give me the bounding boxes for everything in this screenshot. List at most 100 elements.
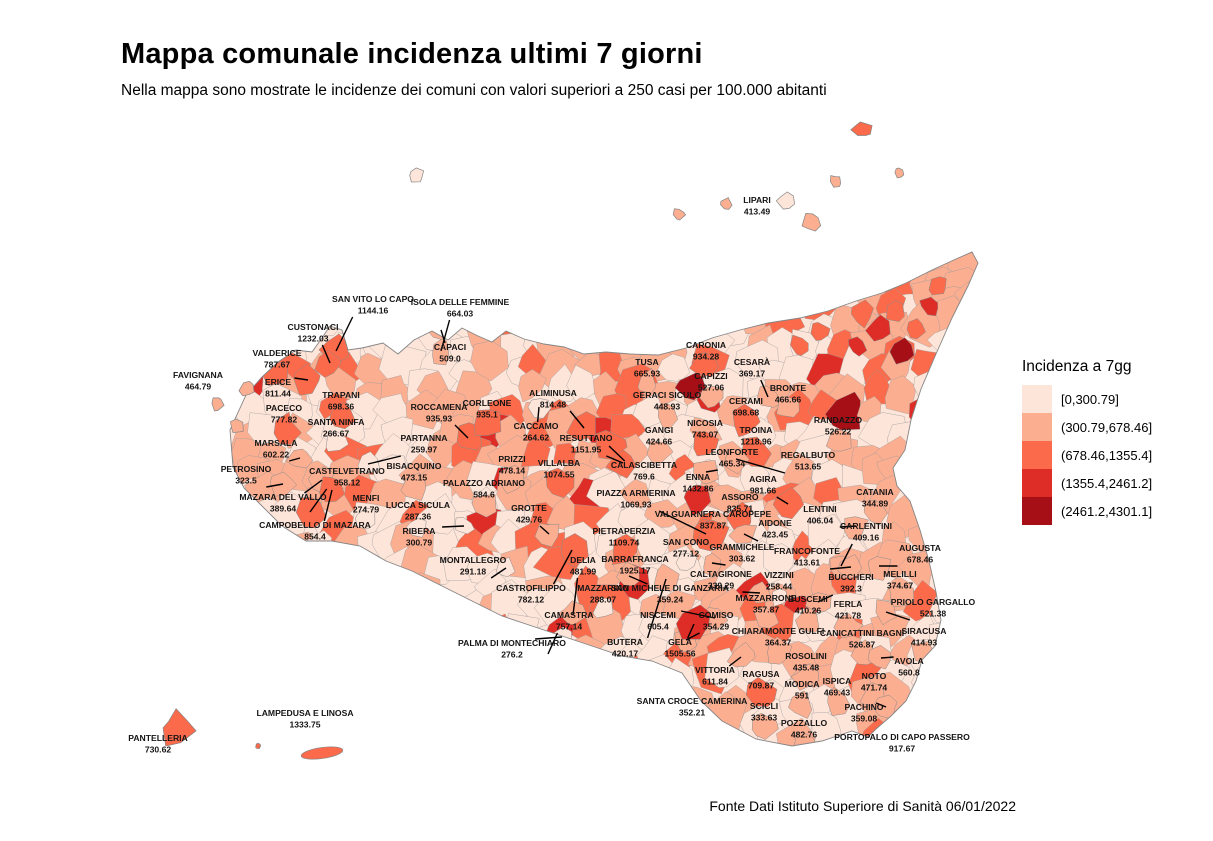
municipality-label: BUSCEMI 410.26: [788, 594, 828, 616]
municipality-label: RAGUSA 709.87: [742, 669, 779, 691]
municipality-label: PORTOPALO DI CAPO PASSERO 917.67: [834, 732, 970, 754]
municipality-label: BUTERA 420.17: [607, 637, 643, 659]
municipality-label: BUCCHERI 392.3: [828, 572, 873, 594]
municipality-label: MELILLI 374.67: [883, 569, 916, 591]
municipality-label: ROSOLINI 435.48: [785, 651, 827, 673]
municipality-label: BISACQUINO 473.15: [387, 461, 442, 483]
municipality-label: CACCAMO 264.62: [514, 421, 559, 443]
municipality-label: GERACI SICULO 448.93: [633, 390, 702, 412]
legend: Incidenza a 7gg [0,300.79] (300.79,678.46…: [1022, 358, 1152, 525]
municipality-labels: LIPARI 413.49 SAN VITO LO CAPO 1144.16ISOLA…: [128, 195, 975, 755]
municipality-label: CALASCIBETTA 769.6: [611, 460, 677, 482]
municipality-label: CATANIA 344.89: [856, 487, 893, 509]
municipality-label: ASSORO 835.71: [721, 492, 759, 514]
municipality-label: TRAPANI 698.36: [322, 390, 360, 412]
municipality-label: MAZZARINO 288.07: [577, 583, 629, 605]
legend-class-label: (300.79,678.46]: [1061, 419, 1153, 435]
legend-item: [0,300.79]: [1022, 385, 1152, 413]
municipality-label: FRANCOFONTE 413.61: [774, 546, 840, 568]
municipality-label: CORLEONE 935.1: [463, 398, 512, 420]
page-title: Mappa comunale incidenza ultimi 7 giorni: [121, 38, 703, 70]
municipality-label: CUSTONACI 1232.03: [288, 322, 339, 344]
source-note: Fonte Dati Istituto Superiore di Sanità …: [709, 798, 1016, 814]
municipality-label: GROTTE 429.76: [511, 503, 547, 525]
municipality-label: VITTORIA 611.84: [695, 665, 735, 687]
municipality-label: SANTA NINFA 266.67: [308, 417, 365, 439]
municipality-label: GANGI 424.66: [645, 425, 673, 447]
legend-swatch: [1022, 441, 1052, 469]
legend-swatch: [1022, 385, 1052, 413]
municipality-label: MONTALLEGRO 291.18: [440, 555, 507, 577]
leader-lines: [266, 316, 911, 708]
municipality-label: VALGUARNERA CAROPEPE 837.87: [655, 509, 772, 531]
municipality-label: REGALBUTO 513.65: [781, 450, 836, 472]
municipality-label: GELA 1505.56: [664, 637, 695, 659]
legend-class-label: (2461.2,4301.1]: [1061, 503, 1153, 519]
legend-swatch: [1022, 413, 1052, 441]
municipality-label: ISPICA 469.43: [823, 676, 852, 698]
municipality-label: BARRAFRANCA 1925.17: [601, 554, 668, 576]
municipality-label: LENTINI 406.04: [803, 504, 836, 526]
municipality-label: LEONFORTE 465.34: [706, 447, 759, 469]
legend-item: (1355.4,2461.2]: [1022, 469, 1152, 497]
municipality-label: NISCEMI 605.4: [640, 610, 676, 632]
municipality-label: RIBERA 300.79: [403, 526, 436, 548]
municipality-label: PANTELLERIA 730.62: [128, 733, 188, 755]
municipality-label: RANDAZZO 526.22: [814, 415, 863, 437]
municipality-label: TUSA 665.93: [634, 357, 661, 379]
municipality-label: COMISO 354.29: [699, 610, 734, 632]
page-subtitle: Nella mappa sono mostrate le incidenze d…: [121, 82, 827, 99]
municipality-label: ALIMINUSA 814.48: [529, 388, 577, 410]
legend-item: (300.79,678.46]: [1022, 413, 1152, 441]
municipality-label: PALMA DI MONTECHIARO 276.2: [458, 638, 566, 660]
legend-item: (678.46,1355.4]: [1022, 441, 1152, 469]
municipality-label: FAVIGNANA 464.79: [173, 370, 223, 392]
municipality-label: AIDONE 423.45: [758, 518, 792, 540]
municipality-label: SIRACUSA 414.93: [902, 626, 947, 648]
municipality-label: PARTANNA 259.97: [401, 433, 448, 455]
municipality-label: LAMPEDUSA E LINOSA 1333.75: [256, 708, 353, 730]
municipality-label: MENFI 274.79: [353, 493, 380, 515]
municipality-label: BRONTE 466.66: [770, 383, 807, 405]
legend-title: Incidenza a 7gg: [1022, 358, 1132, 375]
municipality-label: AUGUSTA 678.46: [899, 543, 941, 565]
municipality-label: ENNA 1432.86: [682, 472, 713, 494]
municipality-label: TROINA 1218.96: [740, 425, 773, 447]
municipality-label: CHIARAMONTE GULFI 364.37: [732, 626, 825, 648]
legend-class-label: [0,300.79]: [1061, 391, 1119, 407]
municipality-label: PRIOLO GARGALLO 521.38: [891, 597, 976, 619]
municipality-label: NOTO 471.74: [861, 671, 888, 693]
legend-swatch: [1022, 497, 1052, 525]
municipality-label: ERICE 811.44: [265, 377, 292, 399]
municipality-label: CARLENTINI 409.16: [840, 521, 892, 543]
legend-class-label: (678.46,1355.4]: [1061, 447, 1153, 463]
municipality-label: MAZZARRONE 357.87: [735, 593, 796, 615]
municipality-label: CALTAGIRONE 339.29: [690, 569, 752, 591]
municipality-label: NICOSIA 743.07: [687, 418, 723, 440]
municipality-label: VIZZINI 258.44: [764, 570, 794, 592]
municipality-label: CESARÀ 369.17: [734, 357, 770, 379]
municipality-label: MARSALA 602.22: [255, 438, 298, 460]
municipality-label: SAN CONO 277.12: [663, 537, 710, 559]
offshore-islands: [162, 121, 905, 760]
municipality-label: CAMASTRA 757.14: [544, 610, 593, 632]
coastline: [229, 251, 979, 747]
municipality-label: CASTROFILIPPO 782.12: [496, 583, 566, 605]
municipality-label: PIETRAPERZIA 1109.74: [592, 526, 655, 548]
municipality-label: DELIA 481.99: [570, 555, 597, 577]
municipality-label: ISOLA DELLE FEMMINE 664.03: [411, 297, 510, 319]
municipality-label: SCICLI 333.63: [750, 701, 778, 723]
municipality-label: SANTA CROCE CAMERINA 352.21: [637, 696, 748, 718]
municipality-label: SAN MICHELE DI GANZARIA 359.24: [611, 583, 729, 605]
municipality-label: RESUTTANO 1151.95: [560, 433, 613, 455]
municipality-label: VILLALBA 1074.55: [538, 458, 581, 480]
municipality-label: CAPACI 509.0: [434, 342, 466, 364]
municipality-label: CASTELVETRANO 958.12: [309, 466, 385, 488]
municipality-label: AGIRA 981.66: [749, 474, 777, 496]
municipality-label: FERLA 421.78: [834, 599, 863, 621]
municipality-label: PACHINO 359.08: [845, 702, 884, 724]
municipality-label: PALAZZO ADRIANO 584.6: [443, 478, 525, 500]
legend-swatch: [1022, 469, 1052, 497]
